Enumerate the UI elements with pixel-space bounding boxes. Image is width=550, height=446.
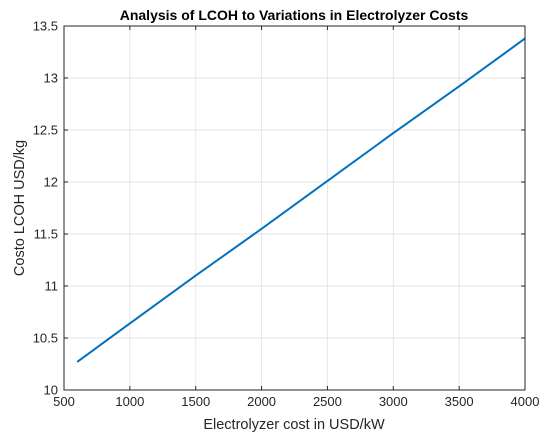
x-tick-label: 2500: [313, 394, 342, 409]
y-tick-label: 12: [44, 175, 58, 190]
x-tick-label: 3500: [445, 394, 474, 409]
x-tick-label: 500: [53, 394, 75, 409]
y-tick-label: 13: [44, 71, 58, 86]
y-tick-label: 10: [44, 383, 58, 398]
series-layer: [76, 37, 526, 363]
x-tick-label: 1000: [115, 394, 144, 409]
grid: [64, 26, 525, 390]
x-axis-label: Electrolyzer cost in USD/kW: [203, 417, 385, 433]
plot-area: [63, 25, 526, 391]
y-tick-label: 11: [45, 279, 59, 294]
chart-title: Analysis of LCOH to Variations in Electr…: [120, 7, 469, 23]
series-line-0: [76, 37, 526, 363]
x-tick-label: 4000: [511, 394, 540, 409]
y-tick-label: 12.5: [33, 123, 58, 138]
x-tick-label: 2000: [247, 394, 276, 409]
y-tick-label: 11.5: [34, 227, 58, 242]
y-axis-label: Costo LCOH USD/kg: [12, 140, 28, 276]
x-tick-label: 1500: [181, 394, 210, 409]
x-tick-label: 3000: [379, 394, 408, 409]
y-tick-label: 10.5: [33, 331, 58, 346]
ticks: 500 1000 1500 2000 2500 3000 3500 4000 10 10.5 11 1…: [33, 19, 540, 410]
y-tick-label: 13.5: [33, 19, 58, 34]
